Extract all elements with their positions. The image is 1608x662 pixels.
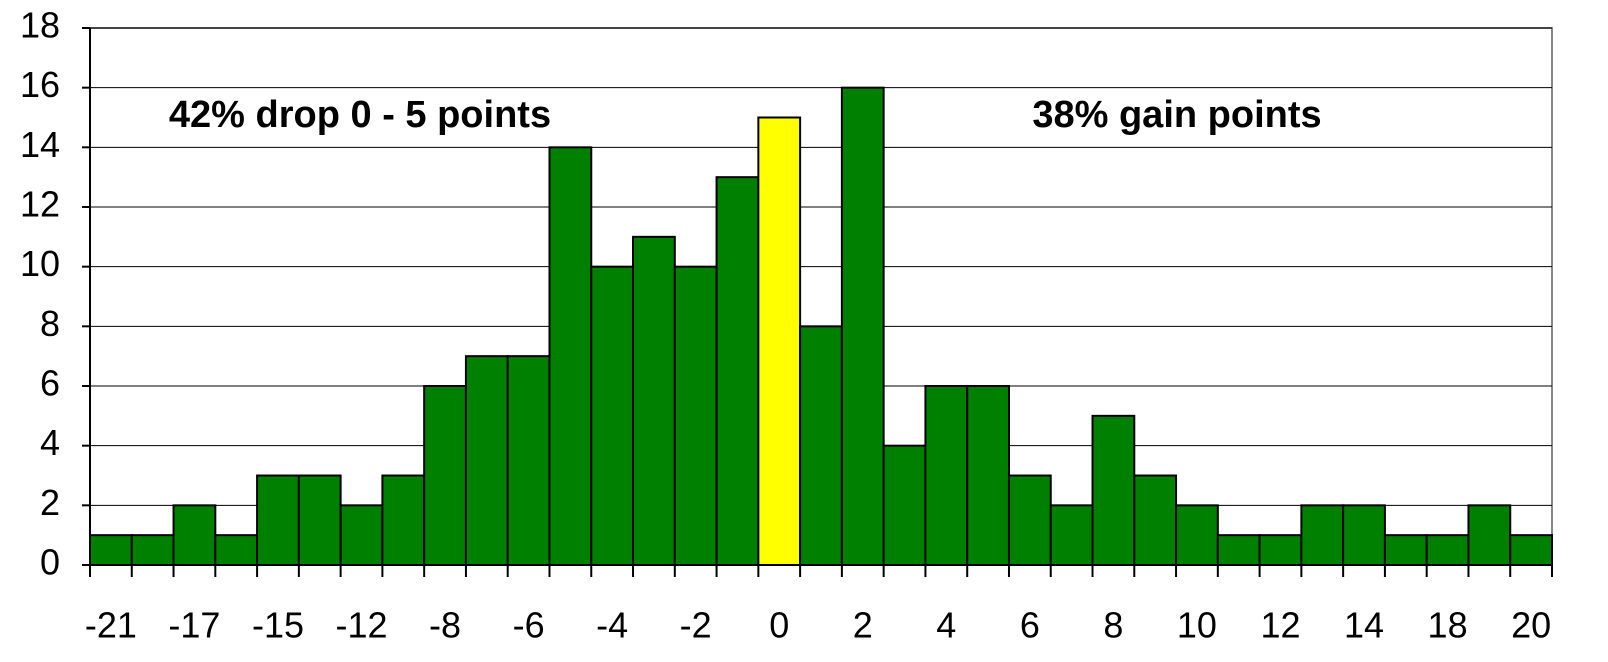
x-tick-label: 12 <box>1260 605 1300 646</box>
y-tick-label: 18 <box>20 5 60 46</box>
bar <box>590 265 635 566</box>
bar <box>256 474 300 566</box>
x-tick-label: 0 <box>769 605 789 646</box>
x-tick-label: 18 <box>1428 605 1468 646</box>
x-tick-label: -2 <box>680 605 712 646</box>
bar <box>548 146 593 566</box>
bar <box>339 504 384 567</box>
annotation: 42% drop 0 - 5 points <box>169 94 551 136</box>
y-tick-label: 16 <box>20 64 60 105</box>
y-tick-label: 0 <box>40 542 60 583</box>
bar <box>1175 504 1219 567</box>
bar <box>673 265 718 566</box>
y-tick-label: 8 <box>40 303 60 344</box>
x-tick-label: 10 <box>1177 605 1217 646</box>
bar <box>924 385 969 566</box>
bar <box>882 444 927 566</box>
bar <box>1425 534 1470 567</box>
bar <box>966 385 1010 566</box>
x-tick-label: 4 <box>936 605 956 646</box>
x-tick-label: 20 <box>1511 605 1551 646</box>
bar <box>1091 414 1136 567</box>
bar <box>172 504 217 567</box>
y-tick-label: 6 <box>40 363 60 404</box>
bar <box>632 235 676 566</box>
bar <box>1383 534 1428 567</box>
bar <box>1216 534 1261 567</box>
x-tick-label: 8 <box>1103 605 1123 646</box>
bar <box>715 176 760 567</box>
bar <box>757 116 802 566</box>
bar <box>1258 534 1303 567</box>
bar <box>840 86 885 567</box>
x-tick-label: 2 <box>853 605 873 646</box>
y-tick-label: 12 <box>20 184 60 225</box>
bar <box>214 534 259 567</box>
bar <box>297 474 342 566</box>
bar <box>1467 504 1512 567</box>
x-tick-label: 6 <box>1020 605 1040 646</box>
bar <box>1300 504 1345 567</box>
x-tick-label: 14 <box>1344 605 1384 646</box>
y-tick-label: 14 <box>20 124 60 165</box>
bar <box>423 385 467 566</box>
bar <box>506 355 551 566</box>
y-tick-label: 10 <box>20 243 60 284</box>
bar <box>464 355 509 566</box>
bar <box>1509 534 1553 567</box>
x-tick-label: -12 <box>335 605 387 646</box>
bar <box>89 534 133 567</box>
bar <box>130 534 175 567</box>
bar <box>1133 474 1178 566</box>
bar <box>1049 504 1094 567</box>
y-tick-label: 2 <box>40 482 60 523</box>
bar <box>1007 474 1052 566</box>
y-tick-label: 4 <box>40 422 60 463</box>
x-tick-label: -17 <box>168 605 220 646</box>
bar <box>799 325 843 567</box>
x-tick-label: -15 <box>252 605 304 646</box>
x-tick-label: -6 <box>513 605 545 646</box>
annotation: 38% gain points <box>1032 94 1321 136</box>
x-tick-label: -4 <box>596 605 628 646</box>
x-tick-label: -21 <box>85 605 137 646</box>
bar <box>381 474 426 566</box>
bar <box>1342 504 1386 567</box>
x-tick-label: -8 <box>429 605 461 646</box>
